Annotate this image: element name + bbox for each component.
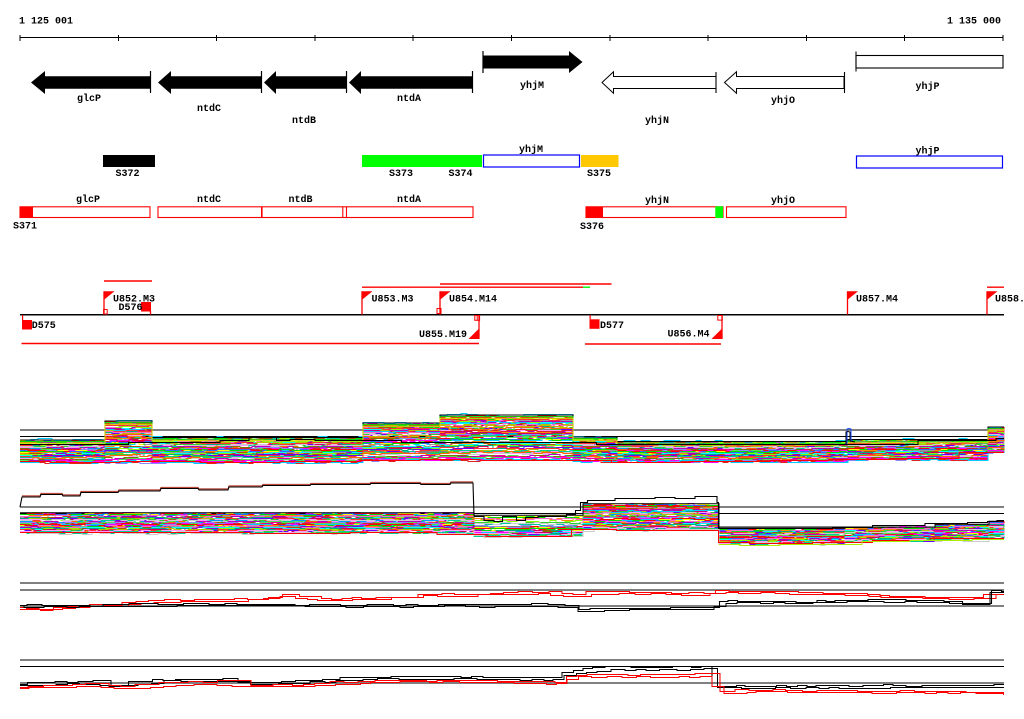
svg-text:yhjN: yhjN (645, 195, 669, 207)
svg-text:U853.M3: U853.M3 (372, 295, 414, 306)
svg-text:S373: S373 (389, 169, 413, 180)
svg-text:ntdB: ntdB (292, 115, 316, 127)
svg-text:yhjO: yhjO (771, 95, 795, 107)
svg-text:1 135 000: 1 135 000 (947, 17, 1001, 28)
svg-text:yhjO: yhjO (771, 195, 795, 207)
svg-text:ntdB: ntdB (289, 194, 313, 206)
svg-text:D575: D575 (32, 321, 56, 332)
svg-text:glcP: glcP (77, 93, 101, 105)
svg-text:U856.M4: U856.M4 (668, 329, 710, 340)
svg-text:D577: D577 (600, 321, 624, 332)
svg-text:U854.M14: U854.M14 (449, 295, 497, 306)
svg-text:U858.M: U858.M (995, 295, 1024, 306)
svg-text:U857.M4: U857.M4 (856, 295, 898, 306)
svg-text:yhjM: yhjM (519, 144, 543, 156)
svg-text:ntdA: ntdA (397, 194, 421, 206)
svg-text:S375: S375 (587, 169, 611, 180)
svg-text:yhjN: yhjN (645, 115, 669, 127)
svg-text:S376: S376 (580, 222, 604, 233)
svg-text:U852.M3: U852.M3 (113, 295, 155, 306)
svg-text:D576: D576 (119, 303, 143, 314)
svg-text:glcP: glcP (76, 194, 100, 206)
svg-text:yhjP: yhjP (916, 146, 940, 158)
svg-text:S372: S372 (116, 169, 140, 180)
svg-text:ntdC: ntdC (197, 103, 221, 115)
svg-text:yhjM: yhjM (520, 80, 544, 92)
svg-text:U855.M19: U855.M19 (419, 330, 467, 341)
svg-text:S374: S374 (449, 169, 473, 180)
svg-text:yhjP: yhjP (916, 81, 940, 93)
svg-text:ntdC: ntdC (197, 194, 221, 206)
svg-text:S371: S371 (13, 222, 37, 233)
svg-text:1 125 001: 1 125 001 (19, 17, 73, 28)
svg-text:ntdA: ntdA (397, 93, 421, 105)
